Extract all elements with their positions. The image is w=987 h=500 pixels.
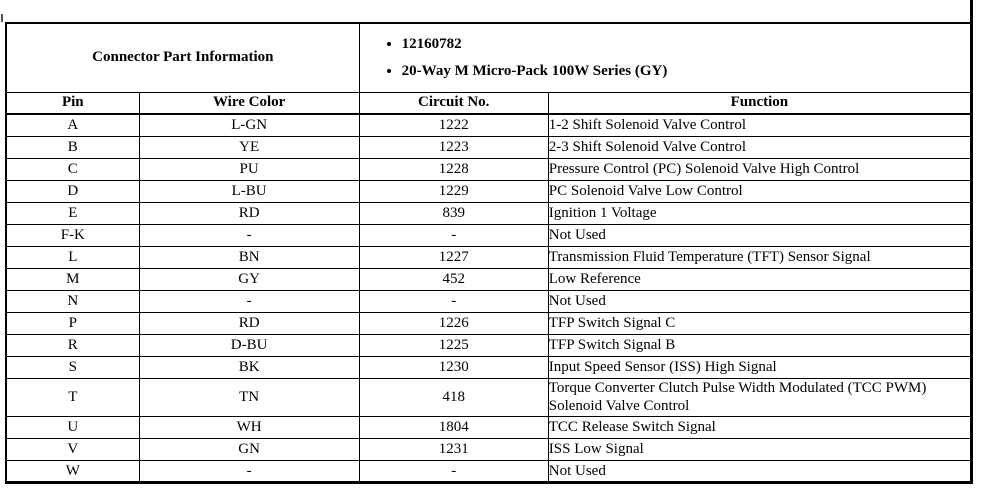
table-row: E RD 839 Ignition 1 Voltage <box>5 201 973 225</box>
table-row: S BK 1230 Input Speed Sensor (ISS) High … <box>5 355 973 379</box>
connector-pinout-table-wrapper: Connector Part Information 12160782 20-W… <box>5 22 973 484</box>
circuit-no-cell: - <box>358 289 549 313</box>
pin-cell: V <box>5 438 140 461</box>
circuit-no-cell: 1226 <box>358 311 549 335</box>
wire-color-cell: TN <box>138 377 360 417</box>
pin-cell: T <box>5 377 140 417</box>
circuit-no-cell: 1230 <box>358 355 549 379</box>
table-row: W - - Not Used <box>5 460 973 483</box>
table-row: R D-BU 1225 TFP Switch Signal B <box>5 333 973 357</box>
circuit-no-cell: - <box>358 460 549 483</box>
wire-color-cell: BK <box>138 355 360 379</box>
wire-color-cell: D-BU <box>138 333 360 357</box>
wire-color-cell: RD <box>138 201 360 225</box>
function-cell: PC Solenoid Valve Low Control <box>547 179 973 203</box>
connector-info-row: Connector Part Information 12160782 20-W… <box>5 22 973 93</box>
function-cell: 2-3 Shift Solenoid Valve Control <box>547 135 973 159</box>
function-cell: Pressure Control (PC) Solenoid Valve Hig… <box>547 157 973 181</box>
pin-cell: F-K <box>5 223 140 247</box>
function-cell: Input Speed Sensor (ISS) High Signal <box>547 355 973 379</box>
table-row: N - - Not Used <box>5 289 973 313</box>
connector-part-number: 12160782 <box>402 31 970 58</box>
wire-color-cell: - <box>138 289 360 313</box>
function-cell: Ignition 1 Voltage <box>547 201 973 225</box>
wire-color-cell: L-BU <box>138 179 360 203</box>
circuit-no-cell: 1229 <box>358 179 549 203</box>
page-left-edge-mark <box>1 14 3 22</box>
function-cell: TCC Release Switch Signal <box>547 416 973 439</box>
function-cell: TFP Switch Signal B <box>547 333 973 357</box>
wire-color-cell: BN <box>138 245 360 269</box>
function-cell: 1-2 Shift Solenoid Valve Control <box>547 113 973 137</box>
connector-part-details-cell: 12160782 20-Way M Micro-Pack 100W Series… <box>358 22 973 93</box>
circuit-no-cell: 1231 <box>358 438 549 461</box>
pin-cell: S <box>5 355 140 379</box>
table-row: C PU 1228 Pressure Control (PC) Solenoid… <box>5 157 973 181</box>
wire-color-cell: GN <box>138 438 360 461</box>
table-row: F-K - - Not Used <box>5 223 973 247</box>
function-cell: Transmission Fluid Temperature (TFT) Sen… <box>547 245 973 269</box>
wire-color-cell: YE <box>138 135 360 159</box>
circuit-no-cell: 418 <box>358 377 549 417</box>
connector-pinout-table: Connector Part Information 12160782 20-W… <box>5 22 973 484</box>
pin-cell: D <box>5 179 140 203</box>
wire-color-cell: RD <box>138 311 360 335</box>
column-header-circuit: Circuit No. <box>358 91 549 115</box>
circuit-no-cell: 1222 <box>358 113 549 137</box>
connector-part-details-list: 12160782 20-Way M Micro-Pack 100W Series… <box>360 31 970 85</box>
circuit-no-cell: 1804 <box>358 416 549 439</box>
pin-cell: W <box>5 460 140 483</box>
table-row: B YE 1223 2-3 Shift Solenoid Valve Contr… <box>5 135 973 159</box>
circuit-no-cell: 839 <box>358 201 549 225</box>
wire-color-cell: L-GN <box>138 113 360 137</box>
table-row: P RD 1226 TFP Switch Signal C <box>5 311 973 335</box>
pin-cell: R <box>5 333 140 357</box>
table-row: M GY 452 Low Reference <box>5 267 973 291</box>
column-header-pin: Pin <box>5 91 140 115</box>
function-cell: Torque Converter Clutch Pulse Width Modu… <box>547 377 973 417</box>
pin-cell: N <box>5 289 140 313</box>
pin-cell: A <box>5 113 140 137</box>
table-row: U WH 1804 TCC Release Switch Signal <box>5 416 973 439</box>
function-cell: Not Used <box>547 289 973 313</box>
wire-color-cell: - <box>138 460 360 483</box>
wire-color-cell: GY <box>138 267 360 291</box>
circuit-no-cell: 452 <box>358 267 549 291</box>
circuit-no-cell: 1228 <box>358 157 549 181</box>
wire-color-cell: WH <box>138 416 360 439</box>
circuit-no-cell: - <box>358 223 549 247</box>
table-row: D L-BU 1229 PC Solenoid Valve Low Contro… <box>5 179 973 203</box>
function-cell: TFP Switch Signal C <box>547 311 973 335</box>
circuit-no-cell: 1225 <box>358 333 549 357</box>
circuit-no-cell: 1223 <box>358 135 549 159</box>
column-header-row: Pin Wire Color Circuit No. Function <box>5 91 973 115</box>
pin-cell: B <box>5 135 140 159</box>
table-row: A L-GN 1222 1-2 Shift Solenoid Valve Con… <box>5 113 973 137</box>
function-cell: Low Reference <box>547 267 973 291</box>
connector-part-information-title: Connector Part Information <box>5 22 360 93</box>
pin-cell: P <box>5 311 140 335</box>
connector-series-description: 20-Way M Micro-Pack 100W Series (GY) <box>402 58 970 85</box>
page-right-border-line <box>970 0 973 26</box>
function-cell: ISS Low Signal <box>547 438 973 461</box>
wire-color-cell: PU <box>138 157 360 181</box>
circuit-no-cell: 1227 <box>358 245 549 269</box>
table-row: T TN 418 Torque Converter Clutch Pulse W… <box>5 377 973 417</box>
wire-color-cell: - <box>138 223 360 247</box>
pin-cell: C <box>5 157 140 181</box>
pin-cell: M <box>5 267 140 291</box>
column-header-function: Function <box>547 91 973 115</box>
pin-cell: L <box>5 245 140 269</box>
table-row: L BN 1227 Transmission Fluid Temperature… <box>5 245 973 269</box>
table-row: V GN 1231 ISS Low Signal <box>5 438 973 461</box>
column-header-wire: Wire Color <box>138 91 360 115</box>
pin-cell: E <box>5 201 140 225</box>
function-cell: Not Used <box>547 223 973 247</box>
pin-cell: U <box>5 416 140 439</box>
function-cell: Not Used <box>547 460 973 483</box>
